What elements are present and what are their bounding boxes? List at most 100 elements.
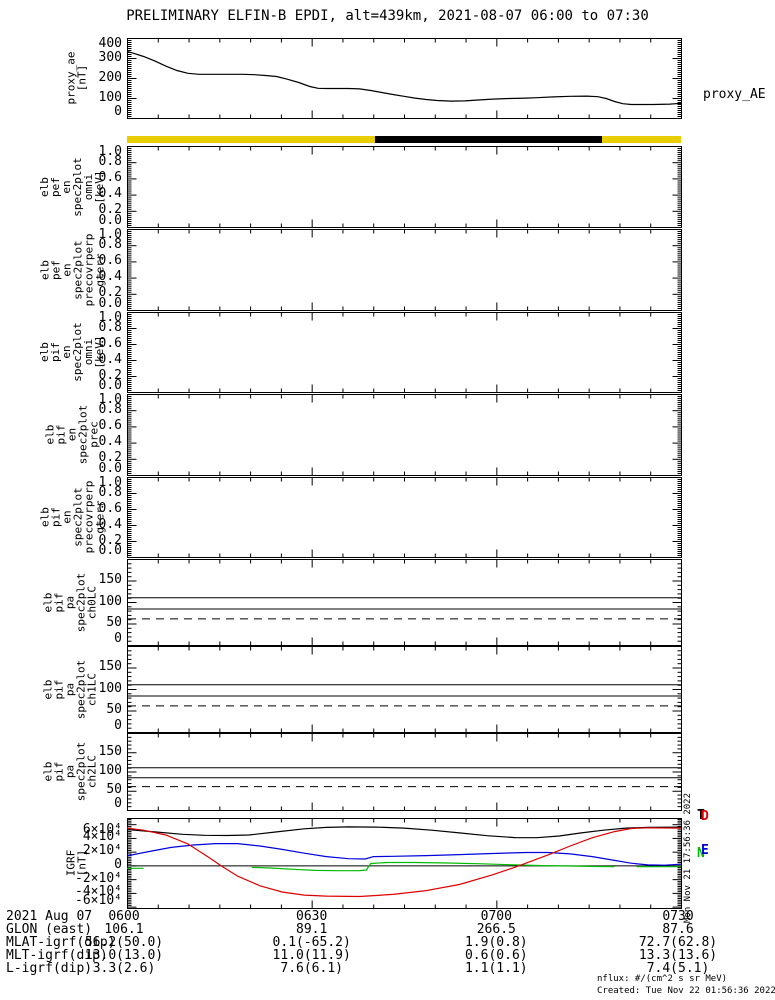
pif_en_omni-ytick-label: 0.4 bbox=[98, 351, 122, 367]
pef_en_precovrperp-border bbox=[127, 229, 682, 311]
pif_pa_ch0LC-ytick-label: 100 bbox=[98, 593, 122, 609]
table-cell: 0.1(-65.2) bbox=[272, 935, 351, 950]
legend-letter-N: N bbox=[697, 846, 705, 861]
legend-letter-T: T bbox=[697, 808, 705, 823]
table-cell: 13.0(13.0) bbox=[84, 948, 164, 963]
pif_en_precovrperp-ytick-label: 0.6 bbox=[98, 500, 122, 516]
table-cell: 87.6 bbox=[662, 922, 694, 937]
pif_pa_ch0LC-ytick-label: 0 bbox=[114, 631, 122, 646]
footer-units: nflux: #/(cm^2 s sr MeV) bbox=[597, 974, 728, 984]
pef_en_precovrperp-ytick-label: 1.0 bbox=[98, 227, 122, 242]
table-cell: 3.3(2.6) bbox=[92, 961, 156, 976]
table-cell: 7.6(6.1) bbox=[280, 961, 343, 976]
table-cell: 56.2(50.0) bbox=[84, 935, 164, 950]
pef_en_omni-ytick-label: 1.0 bbox=[98, 144, 122, 159]
pif_en_omni-ytick-label: 1.0 bbox=[98, 310, 122, 325]
table-cell: 72.7(62.8) bbox=[638, 935, 718, 950]
table-cell: 7.4(5.1) bbox=[646, 961, 710, 976]
proxy_ae-ytick-label: 100 bbox=[98, 89, 122, 105]
pif_pa_ch1LC-ytick-label: 0 bbox=[114, 718, 122, 733]
pif_en_prec-ytick-label: 1.0 bbox=[98, 392, 122, 407]
panel-proxy_ae bbox=[126, 38, 682, 119]
orbit-bar-segment-0 bbox=[127, 136, 376, 143]
igrf-ytick-label: -4×10⁴ bbox=[75, 884, 122, 900]
pif_pa_ch2LC-ytick-label: 0 bbox=[114, 796, 122, 811]
pef_en_precovrperp-ytick-label: 0.2 bbox=[98, 285, 122, 301]
pif_pa_ch0LC-ytick-label: 50 bbox=[106, 615, 122, 630]
igrf-series-E bbox=[126, 843, 682, 866]
panel-pif_en_prec bbox=[127, 394, 682, 476]
pif_pa_ch0LC-ytick-label: 150 bbox=[98, 572, 122, 587]
pif_en_omni-ytick-label: 0.0 bbox=[98, 378, 122, 393]
pif_en_precovrperp-ytick-label: 0.0 bbox=[98, 543, 122, 558]
pif_en_precovrperp-ytick-label: 0.2 bbox=[98, 532, 122, 548]
pif_pa_ch1LC-ytick-label: 150 bbox=[98, 659, 122, 674]
table-row-label: L-igrf(dip) bbox=[6, 961, 93, 976]
proxy-ae-right-label: proxy_AE bbox=[703, 87, 766, 102]
igrf-ytick-label: 4×10⁴ bbox=[82, 829, 122, 845]
pif_en_omni-ytick-label: 0.6 bbox=[98, 335, 122, 351]
pif_en_prec-ytick-label: 0.8 bbox=[98, 401, 122, 417]
igrf-series-N bbox=[251, 861, 615, 872]
pif_en_precovrperp-border bbox=[127, 477, 682, 558]
pif_pa_ch2LC-ytick-label: 50 bbox=[106, 782, 122, 798]
pif_en_omni-ytick-label: 0.2 bbox=[98, 367, 122, 383]
time-tick-label: 0630 bbox=[296, 909, 328, 924]
table-date-label: 2021 Aug 07 bbox=[6, 909, 93, 924]
proxy_ae-ytick-label: 400 bbox=[98, 36, 122, 51]
plot-title: PRELIMINARY ELFIN-B EPDI, alt=439km, 202… bbox=[126, 8, 649, 24]
table-cell: 1.9(0.8) bbox=[464, 935, 528, 950]
legend-letter-D: D bbox=[701, 809, 709, 824]
time-tick-label: 0730 bbox=[662, 909, 694, 924]
pif_en_omni-border bbox=[127, 312, 682, 393]
igrf-ytick-label: -2×10⁴ bbox=[75, 870, 122, 886]
igrf-ytick-label: 6×10⁴ bbox=[82, 822, 122, 838]
panel-igrf bbox=[126, 818, 682, 909]
pef_en_omni-ytick-label: 0.4 bbox=[98, 186, 122, 202]
pif_pa_ch2LC-border bbox=[127, 733, 682, 811]
pif_en_omni-ytick-label: 0.8 bbox=[98, 319, 122, 335]
proxy_ae-ytick-label: 200 bbox=[98, 69, 122, 85]
panel-pif_en_precovrperp bbox=[127, 477, 682, 558]
panel-pef_en_omni bbox=[127, 146, 682, 228]
panel-pif_pa_ch1LC bbox=[127, 646, 682, 733]
footer-created: Created: Tue Nov 22 01:56:36 2022 bbox=[597, 986, 775, 996]
igrf-border bbox=[127, 818, 682, 909]
pif_pa_ch1LC-ytick-label: 50 bbox=[106, 702, 122, 717]
table-row-label: GLON (east) bbox=[6, 922, 93, 937]
pif_en_prec-ytick-label: 0.4 bbox=[98, 434, 122, 450]
pif_en_precovrperp-ytick-label: 0.8 bbox=[98, 484, 122, 500]
pif_en_prec-ytick-label: 0.6 bbox=[98, 417, 122, 433]
proxy_ae-ytick-label: 300 bbox=[98, 49, 122, 65]
proxy_ae-border bbox=[127, 38, 682, 119]
pef_en_precovrperp-ytick-label: 0.0 bbox=[98, 296, 122, 311]
table-cell: 11.0(11.9) bbox=[272, 948, 351, 963]
legend-letter-E: E bbox=[701, 843, 709, 858]
igrf-series-D bbox=[126, 827, 682, 898]
panel-pif_en_omni bbox=[127, 312, 682, 393]
table-cell: 106.1 bbox=[104, 922, 144, 937]
igrf-ytick-label: 2×10⁴ bbox=[82, 843, 122, 859]
pef_en_omni-ytick-label: 0.8 bbox=[98, 153, 122, 169]
table-cell: 0.6(0.6) bbox=[464, 948, 528, 963]
igrf-ytick-label: 0 bbox=[114, 856, 122, 872]
pif_en_precovrperp-ytick-label: 0.4 bbox=[98, 516, 122, 532]
proxy_ae-ytick-label: 0 bbox=[114, 104, 122, 119]
pif_pa_ch2LC-ytick-label: 100 bbox=[98, 763, 122, 778]
proxy_ae-series-proxy_AE bbox=[126, 50, 682, 106]
table-row-label: MLT-igrf(dip) bbox=[6, 948, 108, 963]
pef_en_omni-ytick-label: 0.6 bbox=[98, 169, 122, 185]
pif_en_precovrperp-ytick-label: 1.0 bbox=[98, 475, 122, 490]
time-tick-label: 0600 bbox=[108, 909, 140, 924]
pef_en_omni-ytick-label: 0.0 bbox=[98, 213, 122, 228]
panel-pif_pa_ch0LC bbox=[127, 559, 682, 646]
igrf-series-T bbox=[126, 826, 682, 839]
table-cell: 13.3(13.6) bbox=[638, 948, 718, 963]
pif_pa_ch2LC-ytick-label: 150 bbox=[98, 743, 122, 759]
table-cell: 89.1 bbox=[296, 922, 328, 937]
pif_pa_ch0LC-border bbox=[127, 559, 682, 646]
time-tick-label: 0700 bbox=[480, 909, 512, 924]
pif_en_prec-ytick-label: 0.2 bbox=[98, 450, 122, 466]
pef_en_omni-ytick-label: 0.2 bbox=[98, 202, 122, 218]
